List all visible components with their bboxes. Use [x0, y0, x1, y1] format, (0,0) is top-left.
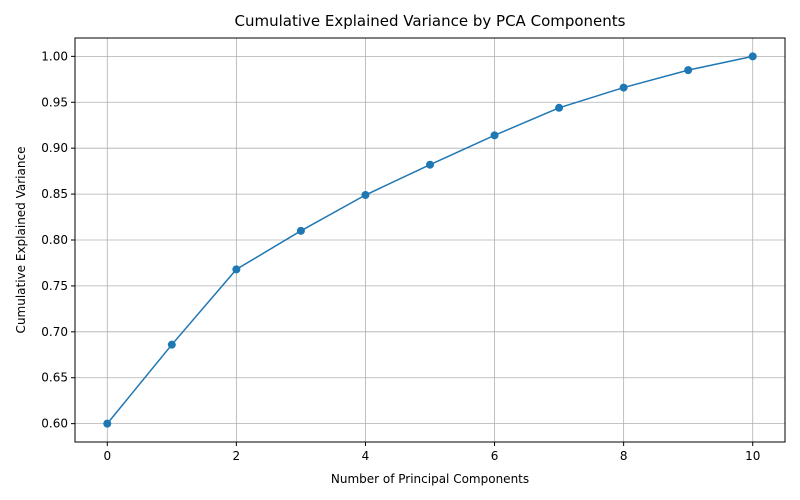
data-point-marker — [232, 265, 241, 274]
data-point-marker — [619, 83, 628, 92]
x-tick-label: 8 — [620, 449, 628, 463]
y-axis-label: Cumulative Explained Variance — [14, 147, 28, 334]
x-tick-label: 6 — [491, 449, 499, 463]
y-tick-label: 0.75 — [41, 279, 68, 293]
data-point-marker — [103, 419, 112, 428]
x-tick-label: 2 — [233, 449, 241, 463]
grid-lines — [75, 38, 785, 442]
x-tick-label: 0 — [103, 449, 111, 463]
y-tick-label: 0.85 — [41, 187, 68, 201]
x-tick-label: 4 — [362, 449, 370, 463]
x-tick-label: 10 — [745, 449, 760, 463]
data-point-marker — [167, 340, 176, 349]
y-tick-label: 1.00 — [41, 49, 68, 63]
y-tick-label: 0.90 — [41, 141, 68, 155]
axis-ticks: 0 2 4 6 8 10 0.60 0.65 0.70 0.75 0.80 0.85 0.90 0.95 1… — [41, 49, 760, 463]
data-point-marker — [748, 52, 757, 61]
data-point-marker — [296, 226, 305, 235]
y-tick-label: 0.95 — [41, 95, 68, 109]
y-tick-label: 0.65 — [41, 371, 68, 385]
data-point-marker — [490, 131, 499, 140]
data-point-marker — [426, 160, 434, 169]
x-axis-label: Number of Principal Components — [331, 472, 529, 486]
data-point-marker — [684, 66, 693, 75]
series-layer — [103, 52, 757, 428]
data-point-marker — [555, 103, 564, 112]
chart-title: Cumulative Explained Variance by PCA Com… — [235, 12, 626, 30]
data-point-marker — [361, 191, 370, 200]
y-tick-label: 0.70 — [41, 325, 68, 339]
y-tick-label: 0.80 — [41, 233, 68, 247]
y-tick-label: 0.60 — [41, 417, 68, 431]
